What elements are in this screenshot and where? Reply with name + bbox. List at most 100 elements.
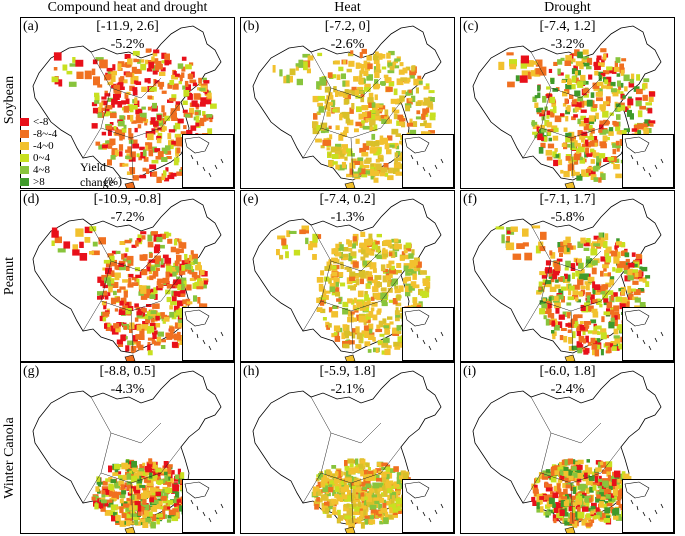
- yield-cell: [120, 484, 125, 490]
- yield-cell: [340, 264, 344, 270]
- yield-cell: [119, 115, 125, 122]
- yield-cell: [614, 158, 620, 163]
- china-map: [472, 370, 662, 533]
- yield-cell: [613, 343, 618, 347]
- yield-cell: [136, 479, 143, 484]
- yield-cell: [402, 67, 408, 74]
- yield-cell: [324, 98, 329, 104]
- yield-cell: [371, 245, 378, 250]
- yield-cell: [114, 129, 122, 136]
- yield-cell: [539, 66, 547, 76]
- yield-cell: [552, 151, 557, 157]
- yield-cell: [562, 483, 566, 488]
- yield-cell: [187, 73, 194, 80]
- yield-cell: [189, 278, 196, 281]
- yield-cell: [388, 506, 396, 510]
- yield-cell: [182, 100, 188, 105]
- yield-cell: [574, 321, 579, 327]
- yield-cell: [371, 262, 377, 269]
- yield-cell: [182, 85, 186, 90]
- yield-cell: [592, 150, 597, 154]
- yield-cell: [583, 134, 588, 138]
- yield-cell: [139, 235, 146, 240]
- panel-letter: (e): [243, 192, 259, 207]
- yield-cell: [389, 468, 396, 473]
- yield-cell: [379, 482, 384, 488]
- yield-cell: [648, 91, 656, 97]
- yield-cell: [381, 119, 387, 124]
- yield-cell: [104, 295, 109, 300]
- yield-cell: [72, 244, 78, 252]
- yield-cell: [150, 521, 156, 529]
- yield-cell: [580, 74, 586, 81]
- yield-cell: [586, 99, 593, 107]
- yield-cell: [193, 258, 198, 265]
- yield-cell: [329, 95, 334, 100]
- yield-cell: [563, 488, 568, 495]
- yield-cell: [327, 499, 334, 505]
- yield-cell: [145, 144, 150, 151]
- yield-cell: [167, 238, 173, 244]
- yield-cell: [136, 278, 140, 286]
- yield-cell: [197, 261, 201, 267]
- yield-cell: [367, 280, 372, 285]
- yield-cell: [377, 340, 383, 344]
- yield-cell: [157, 151, 164, 157]
- yield-cell: [584, 472, 588, 479]
- yield-cell: [121, 490, 127, 495]
- yield-cell: [135, 334, 143, 340]
- yield-cell: [382, 275, 387, 283]
- yield-cell: [204, 99, 209, 105]
- yield-cell: [128, 133, 134, 140]
- yield-cell: [331, 100, 335, 107]
- yield-cell: [181, 260, 186, 264]
- yield-cell: [354, 89, 360, 96]
- yield-cell: [589, 294, 595, 300]
- yield-cell: [409, 70, 417, 76]
- yield-cell: [354, 128, 359, 133]
- yield-cell: [567, 312, 571, 319]
- yield-cell: [331, 267, 338, 274]
- yield-cell: [110, 479, 117, 483]
- yield-cell: [365, 483, 372, 488]
- yield-cell: [159, 71, 166, 76]
- yield-cell: [546, 309, 552, 313]
- yield-cell: [359, 242, 365, 248]
- yield-cell: [111, 250, 117, 255]
- yield-cell: [586, 238, 591, 245]
- yield-cell: [112, 472, 119, 476]
- yield-cell: [149, 511, 153, 517]
- yield-cell: [161, 175, 166, 181]
- yield-cell: [574, 49, 580, 57]
- yield-cell: [637, 130, 642, 135]
- yield-cell: [574, 90, 581, 97]
- yield-cell: [153, 474, 158, 480]
- yield-cell: [157, 477, 161, 482]
- yield-cell: [105, 261, 112, 268]
- yield-cell: [599, 492, 606, 497]
- yield-cell: [383, 240, 388, 246]
- yield-cell: [615, 173, 622, 179]
- yield-cell: [139, 117, 147, 122]
- yield-cell: [394, 310, 400, 316]
- yield-cell: [551, 330, 555, 334]
- yield-cell: [122, 503, 130, 508]
- yield-cell: [79, 253, 88, 261]
- yield-cell: [531, 225, 541, 229]
- yield-cell: [358, 78, 364, 85]
- yield-cell: [196, 286, 204, 290]
- yield-cell: [381, 81, 386, 86]
- yield-cell: [373, 150, 380, 156]
- yield-cell: [361, 48, 367, 54]
- yield-cell: [156, 519, 160, 525]
- yield-cell: [198, 82, 202, 86]
- map-panel: (a) [-11.9, 2.6] -5.2%: [20, 17, 235, 189]
- yield-cell: [128, 278, 132, 285]
- legend-unit: (%): [104, 174, 122, 188]
- yield-cell: [138, 285, 143, 290]
- yield-cell: [365, 462, 370, 468]
- yield-cell: [360, 95, 365, 103]
- yield-cell: [546, 121, 553, 128]
- yield-cell: [316, 111, 321, 115]
- yield-cell: [137, 469, 143, 476]
